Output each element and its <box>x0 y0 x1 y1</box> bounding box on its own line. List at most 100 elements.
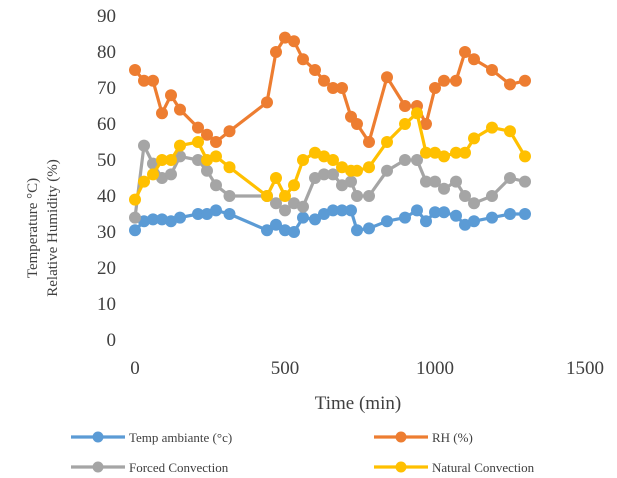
data-point <box>345 204 357 217</box>
data-point <box>297 154 309 166</box>
data-point <box>486 211 498 224</box>
y-tick-label: 0 <box>107 330 117 351</box>
data-point <box>174 139 186 152</box>
data-point <box>261 96 273 109</box>
data-point <box>411 154 423 166</box>
y-axis-title-line-1: Temperature °C) <box>25 178 41 278</box>
x-tick-label: 1000 <box>416 358 454 379</box>
data-point <box>420 146 432 159</box>
data-point <box>399 100 411 112</box>
data-point <box>129 64 141 76</box>
y-tick-label: 70 <box>97 78 116 99</box>
data-point <box>147 74 159 87</box>
data-point <box>420 175 432 188</box>
data-point <box>468 53 480 66</box>
data-point <box>381 136 393 148</box>
x-tick-label: 0 <box>130 358 140 379</box>
data-point <box>201 208 213 220</box>
data-point <box>519 175 531 188</box>
x-axis-title: Time (min) <box>315 393 401 414</box>
data-point <box>438 206 450 219</box>
data-point <box>201 164 213 177</box>
y-tick-label: 20 <box>97 258 116 279</box>
data-point <box>486 121 498 134</box>
legend-swatch-marker <box>395 431 407 443</box>
data-point <box>192 208 204 220</box>
data-point <box>351 118 363 130</box>
data-point <box>363 161 375 174</box>
data-point <box>318 74 330 87</box>
data-point <box>345 175 357 188</box>
data-point <box>156 213 168 226</box>
legend-item: RH (%) <box>374 430 473 445</box>
data-point <box>210 204 222 217</box>
series-2 <box>129 139 531 224</box>
data-point <box>318 208 330 220</box>
data-point <box>270 172 282 184</box>
x-tick-label: 500 <box>271 358 300 379</box>
data-point <box>327 204 339 217</box>
data-point <box>504 172 516 184</box>
legend-item: Forced Convection <box>71 460 229 475</box>
data-point <box>336 179 348 192</box>
data-point <box>381 164 393 177</box>
data-point <box>210 179 222 192</box>
data-point <box>504 208 516 220</box>
data-point <box>519 208 531 220</box>
data-point <box>336 161 348 174</box>
data-point <box>223 125 236 138</box>
data-point <box>438 74 450 87</box>
data-point <box>327 82 339 94</box>
data-point <box>309 172 321 184</box>
data-point <box>459 190 471 202</box>
data-point <box>399 154 411 166</box>
data-point <box>429 146 441 159</box>
data-point <box>429 175 441 188</box>
data-point <box>165 215 177 228</box>
y-tick-label: 10 <box>97 294 116 315</box>
data-point <box>288 35 300 48</box>
data-point <box>309 213 321 226</box>
data-point <box>174 103 186 116</box>
legend-item: Temp ambiante (°c) <box>71 430 232 445</box>
data-point <box>223 208 236 220</box>
data-point <box>504 78 516 91</box>
data-point <box>129 193 141 206</box>
data-point <box>270 197 282 210</box>
data-point <box>279 224 291 237</box>
data-point <box>210 150 222 163</box>
data-point <box>138 215 150 228</box>
data-point <box>297 211 309 224</box>
data-point <box>486 190 498 202</box>
data-point <box>156 154 168 166</box>
data-point <box>459 218 471 231</box>
data-point <box>504 125 516 138</box>
data-point <box>399 118 411 130</box>
data-point <box>381 215 393 228</box>
data-point <box>138 175 150 188</box>
data-point <box>450 74 462 87</box>
data-point <box>438 150 450 163</box>
data-point <box>210 136 222 148</box>
data-point <box>318 150 330 163</box>
data-point <box>147 213 159 226</box>
data-point <box>468 197 480 210</box>
data-point <box>468 132 480 145</box>
data-point <box>318 168 330 181</box>
data-point <box>429 206 441 219</box>
legend-swatch-marker <box>92 461 104 473</box>
y-axis-title-line-2: Relative Humidity (%) <box>45 159 61 296</box>
data-point <box>192 136 204 148</box>
data-point <box>192 154 204 166</box>
data-point <box>156 107 168 120</box>
data-point <box>261 190 273 202</box>
series-layer <box>129 31 531 238</box>
data-point <box>288 197 300 210</box>
data-point <box>288 179 300 192</box>
legend-swatch-marker <box>395 461 407 473</box>
data-point <box>411 107 423 120</box>
data-point <box>309 64 321 76</box>
data-point <box>327 168 339 181</box>
data-point <box>297 53 309 66</box>
